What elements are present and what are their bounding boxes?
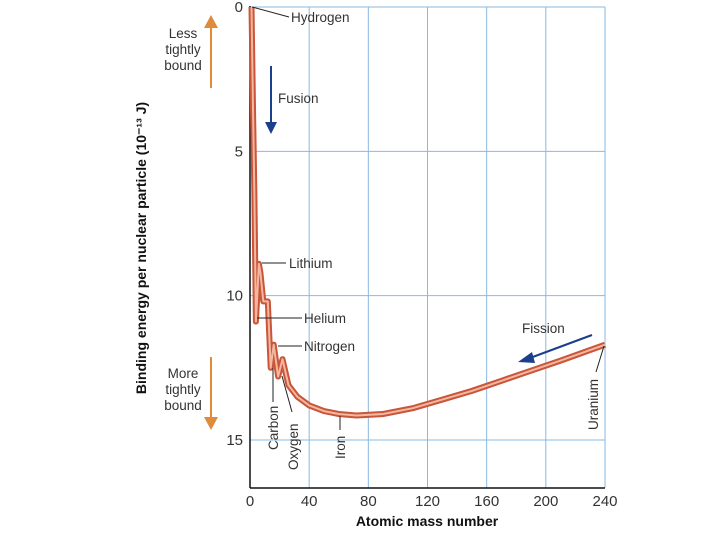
x-axis-title: Atomic mass number	[356, 513, 499, 529]
x-tick-label: 0	[246, 493, 254, 510]
hydrogen-leader	[251, 6, 290, 18]
less-bound-line2: tightly	[165, 42, 201, 57]
y-ticks: 0 5 10 15	[226, 0, 243, 449]
down-arrow-icon	[204, 417, 218, 430]
x-tick-label: 40	[301, 493, 318, 510]
grid	[250, 6, 606, 488]
label-iron: Iron	[333, 436, 348, 459]
oxygen-leader	[281, 375, 293, 413]
x-tick-label: 160	[474, 493, 499, 510]
fission-arrow-icon	[518, 352, 535, 363]
fission-label: Fission	[522, 321, 565, 336]
label-nitrogen: Nitrogen	[304, 339, 355, 354]
up-arrow-icon	[204, 15, 218, 28]
y-tick-label: 0	[235, 0, 243, 16]
y-tick-label: 15	[226, 432, 243, 449]
curve-outline	[248, 6, 607, 419]
more-bound-line3: bound	[164, 398, 202, 413]
y-axis-title: Binding energy per nuclear particle (10⁻…	[133, 102, 149, 394]
label-carbon: Carbon	[266, 406, 281, 450]
label-uranium: Uranium	[586, 379, 601, 430]
fusion-label: Fusion	[278, 91, 319, 106]
y-tick-label: 10	[226, 288, 243, 305]
fusion-arrow-icon	[265, 122, 277, 134]
label-oxygen: Oxygen	[286, 423, 301, 470]
uranium-leader	[595, 345, 605, 373]
label-helium: Helium	[304, 311, 346, 326]
more-bound-line1: More	[168, 366, 199, 381]
label-hydrogen: Hydrogen	[291, 10, 350, 25]
x-tick-label: 80	[360, 493, 377, 510]
y-tick-label: 5	[235, 143, 243, 160]
label-lithium: Lithium	[289, 256, 333, 271]
curve-series-line	[250, 6, 606, 417]
less-bound-line1: Less	[169, 26, 198, 41]
more-bound-line2: tightly	[165, 382, 201, 397]
fission-arrow-shaft	[529, 334, 593, 359]
x-tick-label: 200	[533, 493, 558, 510]
x-ticks: 0 40 80 120 160 200 240	[246, 493, 618, 510]
x-tick-label: 120	[415, 493, 440, 510]
less-bound-line3: bound	[164, 58, 202, 73]
x-tick-label: 240	[592, 493, 617, 510]
